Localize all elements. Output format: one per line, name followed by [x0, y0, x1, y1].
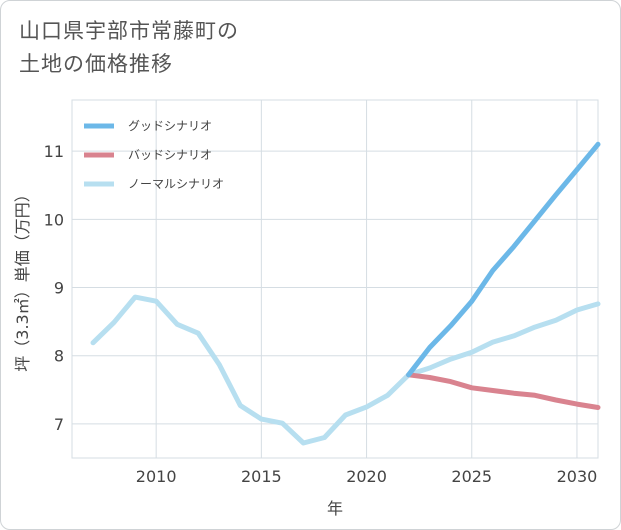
y-tick-label: 9	[54, 279, 64, 298]
y-tick-label: 10	[44, 210, 64, 229]
x-axis-title: 年	[327, 499, 343, 518]
y-tick-label: 7	[54, 415, 64, 434]
legend-label-1: グッドシナリオ	[128, 119, 212, 133]
x-tick-label: 2020	[346, 467, 387, 486]
y-tick-label: 11	[44, 142, 64, 161]
series-line-3	[90, 294, 601, 446]
chart-title: 山口県宇部市常藤町の 土地の価格推移	[19, 15, 239, 81]
x-tick-label: 2015	[241, 467, 282, 486]
x-tick-label: 2010	[136, 467, 177, 486]
x-tick-label: 2030	[557, 467, 598, 486]
y-axis-title: 坪（3.3㎡）単価（万円）	[13, 186, 32, 371]
x-tick-label: 2025	[451, 467, 492, 486]
chart-title-line-2: 土地の価格推移	[19, 52, 173, 76]
series-line-1	[406, 141, 601, 378]
legend-label-3: ノーマルシナリオ	[128, 177, 224, 191]
y-tick-label: 8	[54, 347, 64, 366]
series-line-2	[406, 372, 601, 410]
plot-area	[71, 99, 599, 459]
legend-label-2: バッドシナリオ	[128, 148, 212, 162]
chart-title-line-1: 山口県宇部市常藤町の	[19, 19, 239, 43]
